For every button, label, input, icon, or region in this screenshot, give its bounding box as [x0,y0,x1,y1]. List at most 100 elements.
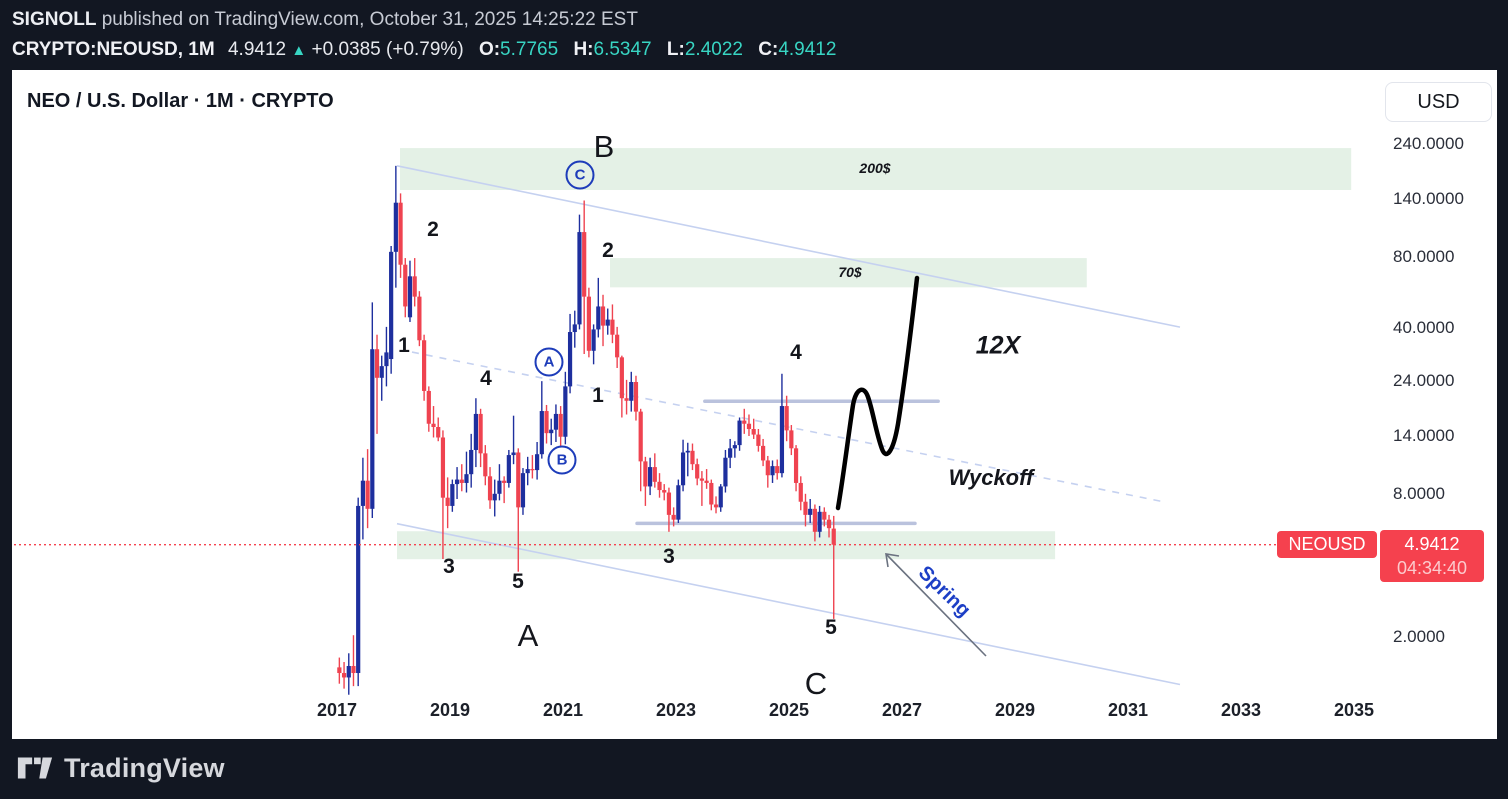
tradingview-logo[interactable]: TradingView [16,752,225,784]
candle-body [695,464,700,479]
candle-body [643,461,648,487]
candle-body [652,467,657,482]
dashed-trendline [411,351,1165,503]
candle-body [784,406,789,431]
time-axis-label: 2031 [1107,700,1149,720]
candle-body [586,296,591,351]
candle-body [671,514,676,520]
candle-body [351,666,356,674]
chart-title: NEO / U.S. Dollar · 1M · CRYPTO [27,90,334,112]
wave-number-label: 5 [512,570,524,593]
last-price-axis-label: 4.9412 04:34:40 [1380,530,1484,582]
price-axis-label: 24.0000 [1393,371,1455,390]
candle-body [511,452,516,456]
candle-body [450,484,455,506]
candle-body [553,413,559,430]
price-axis-label: 240.0000 [1393,134,1464,153]
author-name: SIGNOLL [12,9,97,30]
candle-body [516,452,521,508]
candle-body [756,434,761,446]
candle-body [812,508,817,532]
candle-body [337,667,342,674]
price-axis-label: 140.0000 [1393,189,1464,209]
candle-body [530,469,535,471]
candle-body [483,453,488,477]
candle-body [393,202,398,252]
candle-body [713,504,719,508]
wave-number-label: 3 [443,555,455,578]
candle-body [746,423,752,430]
candle-body [341,673,347,678]
bar-countdown: 04:34:40 [1396,558,1468,578]
candle-body [426,390,431,424]
candle-body [506,455,511,483]
candle-body [793,448,799,483]
wave-circle-label: A [534,347,564,377]
candle-body [610,319,615,335]
wave-number-label: 2 [602,239,614,262]
candle-body [502,480,507,483]
trendline [396,522,1181,686]
close-label: C: [758,39,779,60]
candle-body [398,202,403,265]
candle-body [436,427,441,438]
spring-arrowhead [885,553,900,568]
time-axis-label: 2035 [1333,700,1375,720]
candle-body [403,264,408,307]
tradingview-logo-icon [17,757,53,779]
candle-body [770,466,775,476]
candle-body [389,251,394,360]
candle-body [412,276,417,297]
byline-text: published on TradingView.com, October 31… [96,9,638,30]
candle-body [535,454,540,471]
price-axis-label: 14.0000 [1393,426,1455,446]
wave-number-label: 4 [790,341,802,364]
last-price: 4.9412 [227,39,287,60]
candle-body [525,469,530,474]
high-value: 6.5347 [593,39,652,60]
symbol-name: CRYPTO:NEOUSD, 1M [12,39,215,60]
candle-body [619,357,624,399]
candle-body [591,329,596,351]
open-value: 5.7765 [500,39,559,60]
wave-letter-label: B [593,129,615,164]
candle-body [690,450,695,465]
candle-body [817,511,822,532]
currency-usd-button[interactable]: USD [1385,82,1492,122]
candle-body [558,413,563,437]
candle-body [445,497,450,506]
candle-body [374,349,380,378]
candle-body [709,482,714,505]
candle-body [520,473,526,508]
wave-number-label: 2 [427,218,439,241]
low-value: 2.4022 [684,39,743,60]
high-label: H: [573,39,594,60]
wave-number-label: 3 [663,545,675,568]
candle-body [680,452,686,486]
candle-body [370,349,375,509]
candle-body [742,420,747,424]
time-axis-label: 2025 [768,700,810,720]
candle-body [666,492,672,515]
candle-body [417,296,422,341]
candle-body [600,306,606,326]
candle-body [464,474,469,483]
candle-body [454,479,460,485]
candle-body [798,482,803,502]
wave-number-label: 5 [825,616,837,639]
close-value: 4.9412 [778,39,837,60]
wave-circle-label: B [547,445,577,475]
wave-number-label: 1 [592,384,604,407]
candle-body [379,366,384,378]
candle-body [469,449,474,475]
candle-body [808,508,813,515]
price-axis-label: 8.0000 [1393,484,1445,504]
candle-body [737,420,742,446]
time-axis-label: 2017 [316,700,358,720]
candle-body [699,478,704,481]
candle-body [567,332,573,387]
candle-body [582,232,587,297]
candle-body [676,485,681,520]
symbol-status-line: CRYPTO:NEOUSD, 1M 4.9412 ▲ +0.0385 (+0.7… [12,36,836,65]
candle-body [478,413,483,454]
